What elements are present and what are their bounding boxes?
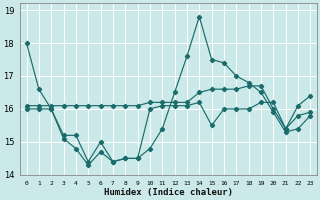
X-axis label: Humidex (Indice chaleur): Humidex (Indice chaleur) xyxy=(104,188,233,197)
